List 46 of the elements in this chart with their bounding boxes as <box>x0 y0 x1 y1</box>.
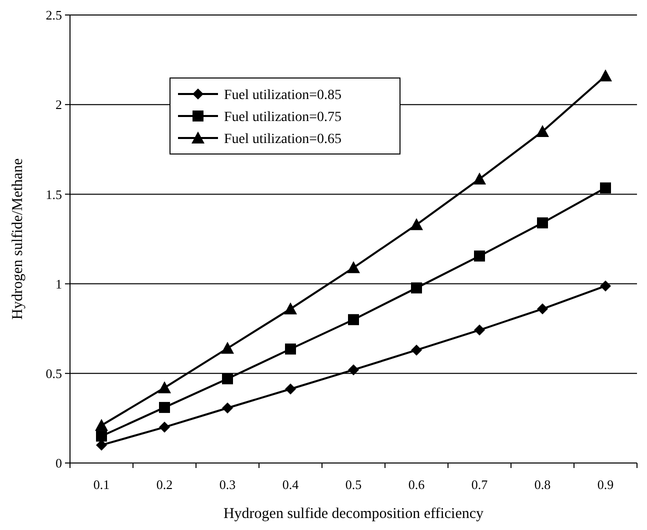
point <box>159 402 170 413</box>
point <box>474 324 485 336</box>
point <box>537 303 548 314</box>
point <box>284 302 297 314</box>
point <box>536 124 549 137</box>
point <box>600 182 611 194</box>
point <box>95 418 108 431</box>
x-tick-label: 0.5 <box>345 477 362 492</box>
x-tick-label: 0.6 <box>408 477 426 492</box>
x-axis-title: Hydrogen sulfide decomposition efficiency <box>223 506 484 522</box>
point <box>348 314 359 326</box>
point <box>473 172 486 184</box>
point <box>537 217 548 228</box>
y-axis-title: Hydrogen sulfide/Methane <box>10 158 26 320</box>
x-tick-label: 0.4 <box>282 477 300 492</box>
point <box>221 342 234 354</box>
point <box>159 422 170 433</box>
x-tick-label: 0.7 <box>471 477 488 492</box>
x-tick-label: 0.3 <box>219 477 236 492</box>
legend-label: Fuel utilization=0.85 <box>224 88 342 103</box>
point <box>411 344 422 356</box>
y-tick-label: 0 <box>56 456 62 471</box>
point <box>599 69 612 82</box>
x-tick-label: 0.8 <box>534 477 551 492</box>
x-tick-label: 0.9 <box>597 477 614 492</box>
point <box>158 381 171 394</box>
y-tick-label: 1.5 <box>46 186 62 202</box>
point <box>222 402 233 414</box>
point <box>96 430 107 442</box>
point <box>222 373 233 384</box>
y-tick-label: 1 <box>56 276 62 292</box>
legend-label: Fuel utilization=0.65 <box>224 132 342 147</box>
point <box>285 344 296 355</box>
y-tick-label: 2.5 <box>46 8 62 23</box>
x-tick-label: 0.2 <box>156 477 173 492</box>
point <box>474 250 485 262</box>
y-tick-label: 0.5 <box>46 366 62 381</box>
point <box>600 280 611 292</box>
x-tick-label: 0.1 <box>93 477 110 492</box>
point <box>348 364 359 376</box>
point <box>410 218 423 230</box>
legend-label: Fuel utilization=0.75 <box>224 110 342 125</box>
point <box>411 282 422 294</box>
y-tick-label: 2 <box>56 97 62 112</box>
point <box>285 383 296 394</box>
point <box>347 261 360 274</box>
